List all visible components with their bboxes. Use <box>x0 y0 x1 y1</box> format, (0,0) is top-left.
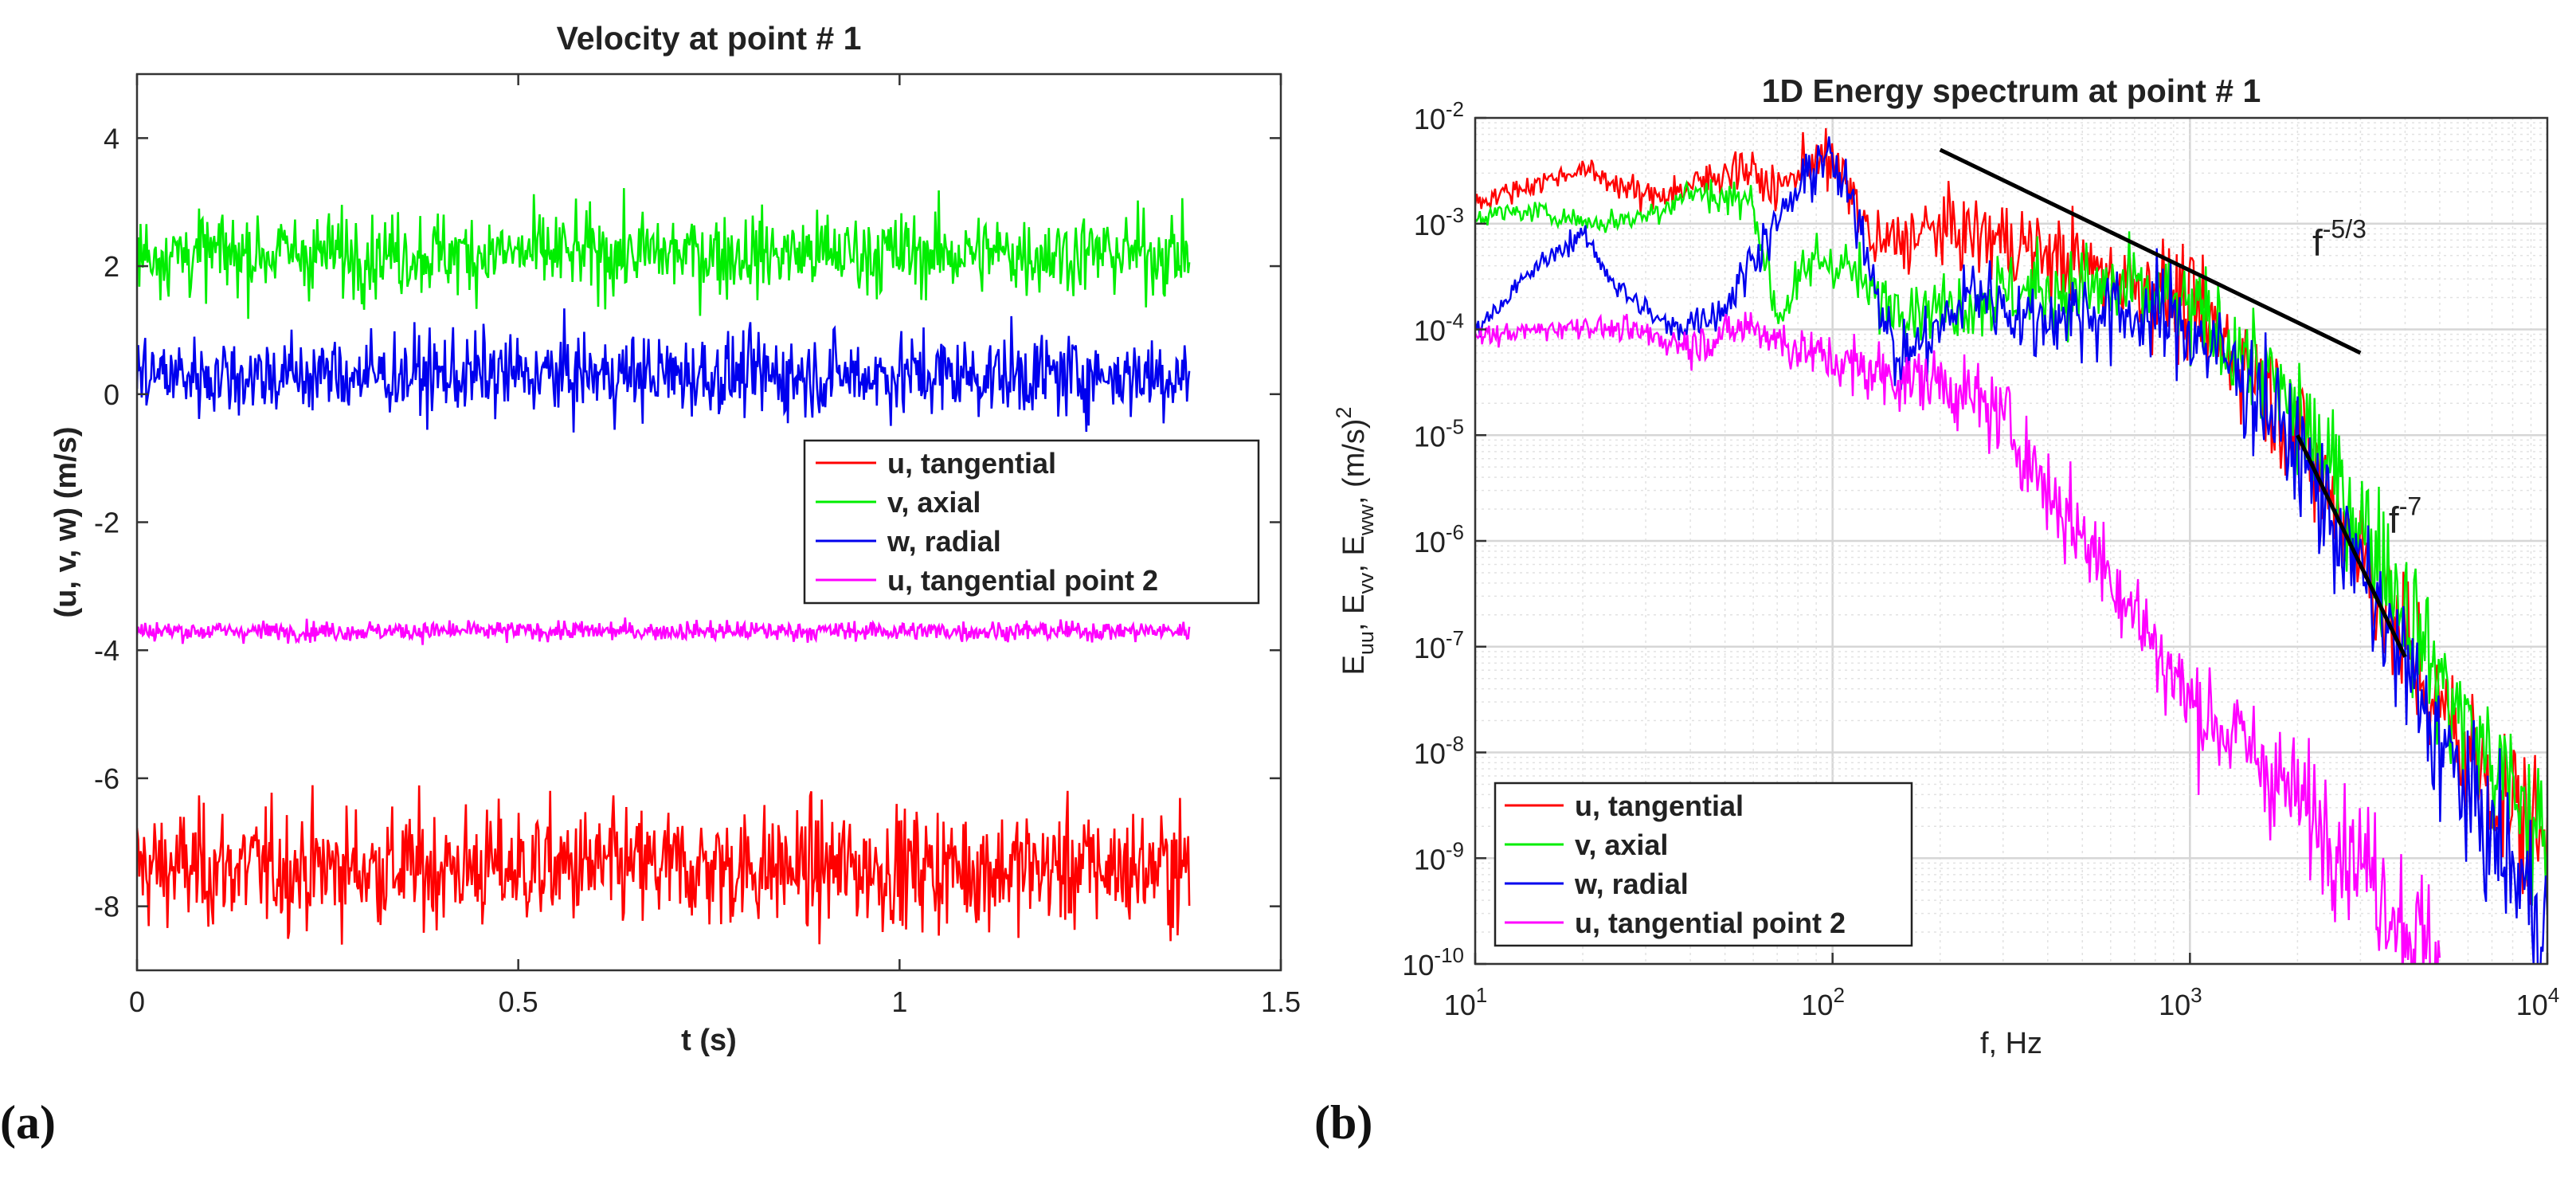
y-axis-label-b: Euu, Evv, Eww, (m/s)2 <box>1332 406 1378 675</box>
series-b-u-tangential-point-2 <box>1475 311 2441 964</box>
legend-entry-a: v, axial <box>887 486 981 519</box>
y-tick-label-a: 2 <box>104 250 119 283</box>
slope-line-b <box>1939 147 2362 355</box>
legend-b: u, tangential v, axial w, radial u, tangent… <box>1494 782 1913 947</box>
x-tick-label-a: 0.5 <box>499 985 538 1018</box>
y-tick-label-b: 10-10 <box>1402 943 1464 981</box>
panel-label-a: (a) <box>0 1096 56 1149</box>
x-tick-label-a: 0 <box>129 985 145 1018</box>
legend-box-b <box>1494 782 1913 947</box>
y-tick-label-b: 10-8 <box>1414 732 1464 770</box>
legend-a: u, tangential v, axial w, radial u, tangent… <box>803 439 1260 605</box>
legend-box-a <box>803 439 1260 605</box>
series-b-v-axial <box>1475 179 2547 906</box>
series-a-u-tangential <box>137 785 1191 945</box>
y-tick-label-b: 10-2 <box>1414 97 1464 135</box>
x-axis-label-b: f, Hz <box>1980 1027 2042 1060</box>
y-tick-label-b: 10-6 <box>1414 520 1464 558</box>
slope-label-b: f-5/3 <box>2312 215 2367 264</box>
x-tick-label-b: 103 <box>2159 983 2202 1021</box>
y-tick-label-a: -8 <box>94 891 119 923</box>
series-b-w-radial <box>1475 136 2547 964</box>
x-axis-label-a: t (s) <box>681 1024 737 1057</box>
x-tick-label-a: 1 <box>891 985 907 1018</box>
y-tick-label-a: -2 <box>94 507 119 539</box>
legend-entry-b: w, radial <box>1574 868 1689 900</box>
y-tick-label-a: 4 <box>104 122 119 155</box>
series-a-u-tangential-point-2 <box>137 617 1191 645</box>
chart-b: 101 102 103 104 10-2 10-3 10-4 10-5 10-6 10-7 10-8… <box>1332 72 2559 1060</box>
legend-entry-a: u, tangential point 2 <box>887 564 1158 597</box>
chart-title-b: 1D Energy spectrum at point # 1 <box>1762 72 2261 109</box>
legend-entry-a: w, radial <box>887 525 1001 558</box>
chart-title-a: Velocity at point # 1 <box>557 20 862 57</box>
y-tick-label-b: 10-7 <box>1414 626 1464 664</box>
y-tick-label-a: -6 <box>94 762 119 795</box>
x-tick-label-b: 101 <box>1444 983 1488 1021</box>
y-axis-label-a: (u, v, w) (m/s) <box>49 427 83 618</box>
y-tick-label-b: 10-9 <box>1414 837 1464 876</box>
y-tick-label-b: 10-5 <box>1414 414 1464 452</box>
legend-entry-a: u, tangential <box>887 447 1056 480</box>
series-a-v-axial <box>137 188 1191 319</box>
series-a-w-radial <box>137 308 1191 433</box>
y-tick-label-a: 0 <box>104 378 119 411</box>
x-tick-label-b: 104 <box>2516 983 2560 1021</box>
legend-entry-b: u, tangential <box>1575 789 1744 822</box>
x-tick-label-b: 102 <box>1801 983 1845 1021</box>
slope-label-b: f-7 <box>2389 492 2421 540</box>
y-tick-label-b: 10-3 <box>1414 203 1464 241</box>
slope-line-b <box>2296 434 2407 658</box>
y-tick-label-a: -4 <box>94 634 119 667</box>
legend-entry-b: v, axial <box>1575 829 1668 861</box>
chart-a: 0 0.5 1 1.5 4 2 0 -2 -4 -6 -8 Velocity at point # 1… <box>49 20 1301 1057</box>
panel-label-b: (b) <box>1314 1096 1373 1149</box>
legend-entry-b: u, tangential point 2 <box>1575 907 1846 939</box>
y-tick-label-b: 10-4 <box>1414 309 1464 347</box>
x-tick-label-a: 1.5 <box>1261 985 1301 1018</box>
